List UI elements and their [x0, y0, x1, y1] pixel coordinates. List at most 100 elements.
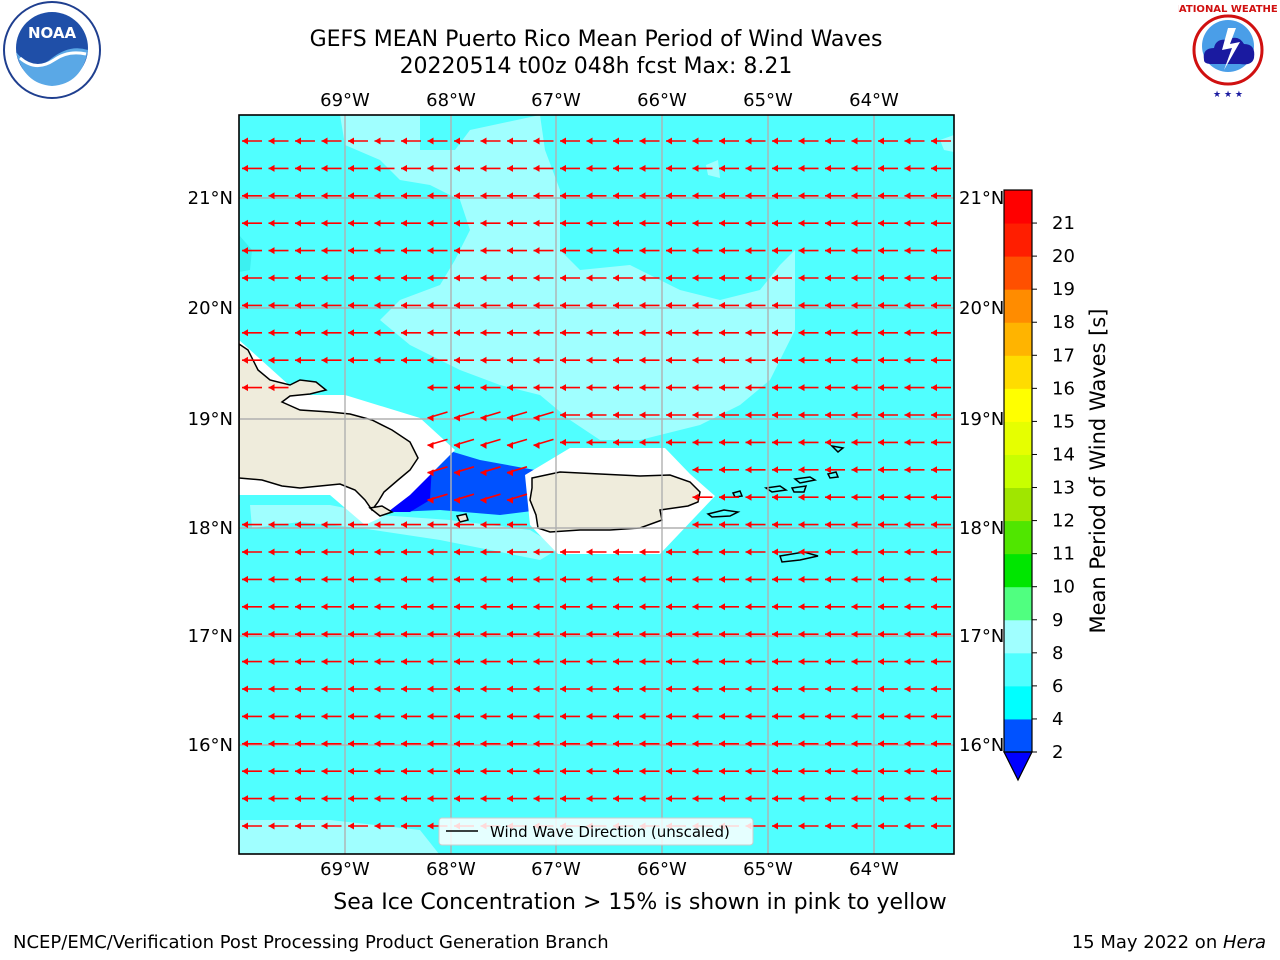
wind-wave-arrow-head [798, 685, 805, 693]
wind-wave-arrow-head [772, 384, 778, 392]
wind-wave-arrow-head [931, 466, 937, 474]
wind-wave-arrow-head [825, 685, 831, 693]
wind-wave-arrow-head [772, 466, 778, 474]
wind-wave-arrow-head [533, 685, 540, 693]
wind-wave-arrow-head [904, 795, 911, 803]
wind-wave-arrow-head [639, 575, 646, 583]
wind-wave-arrow-head [454, 219, 460, 227]
wind-wave-arrow-head [931, 164, 937, 172]
wind-wave-arrow-head [401, 548, 407, 556]
wind-wave-arrow-head [931, 329, 937, 337]
wind-wave-arrow-head [321, 795, 328, 803]
wind-wave-arrow-head [242, 164, 248, 172]
colorbar-tick-label: 8 [1052, 643, 1063, 664]
wind-wave-arrow-head [851, 438, 858, 446]
tortola-island [793, 476, 818, 484]
wind-wave-arrow-head [586, 329, 593, 337]
wind-wave-arrow-head [772, 630, 778, 638]
wind-wave-arrow-head [639, 658, 646, 666]
colorbar-tick-label: 13 [1052, 478, 1075, 499]
wind-wave-arrow-head [745, 521, 752, 529]
colorbar-title: Mean Period of Wind Waves [s] [1086, 309, 1110, 634]
wind-wave-arrow-head [427, 192, 434, 200]
wind-wave-arrow-head [613, 658, 619, 666]
wind-wave-arrow-head [798, 137, 805, 145]
wind-wave-arrow-head [374, 521, 381, 529]
wind-wave-arrow-head [268, 685, 275, 693]
wind-wave-arrow-head [772, 712, 778, 720]
wind-wave-arrow-head [772, 247, 778, 255]
wind-wave-arrow-head [242, 274, 248, 282]
wind-wave-arrow-head [427, 658, 434, 666]
wind-wave-arrow-head [268, 630, 275, 638]
wind-wave-arrow-head [401, 603, 407, 611]
wind-wave-arrow-head [904, 219, 911, 227]
sea-ice-note: Sea Ice Concentration > 15% is shown in … [333, 890, 947, 915]
wind-wave-arrow-head [348, 137, 354, 145]
wind-wave-arrow-head [454, 441, 460, 449]
wind-wave-arrow-head [507, 137, 513, 145]
wave-period-8-9s-east [940, 135, 954, 152]
lat-label-right: 20°N [959, 298, 1004, 319]
wind-wave-arrow-head [772, 603, 778, 611]
wind-wave-arrow-head [745, 466, 752, 474]
wind-wave-arrow-head [427, 469, 434, 477]
wind-wave-arrow-head [931, 301, 937, 309]
wind-wave-arrow-head [586, 137, 593, 145]
wind-wave-arrow-head [851, 411, 858, 419]
wind-wave-arrow-head [639, 603, 646, 611]
wind-wave-arrow-head [533, 247, 540, 255]
wind-wave-arrow-head [560, 164, 566, 172]
wind-wave-arrow-head [295, 521, 301, 529]
wind-wave-arrow-head [745, 192, 752, 200]
wind-wave-arrow-head [507, 329, 513, 337]
wind-wave-arrow-head [374, 247, 381, 255]
wind-wave-arrow-head [533, 219, 540, 227]
wind-wave-arrow-head [507, 247, 513, 255]
wind-wave-arrow-head [348, 164, 354, 172]
wind-wave-arrow-head [878, 685, 884, 693]
wind-wave-arrow-head [321, 685, 328, 693]
wind-wave-arrow-head [904, 301, 911, 309]
wind-wave-arrow-head [427, 219, 434, 227]
wind-wave-arrow-head [666, 164, 672, 172]
wind-wave-arrow-head [586, 767, 593, 775]
wind-wave-arrow-head [454, 356, 460, 364]
wind-wave-arrow-head [586, 192, 593, 200]
wind-wave-arrow-head [454, 496, 460, 504]
colorbar-tick-label: 2 [1052, 742, 1063, 763]
wind-wave-arrow-head [878, 740, 884, 748]
wind-wave-arrow-head [401, 658, 407, 666]
wind-wave-arrow-head [825, 630, 831, 638]
wind-wave-arrow-head [454, 795, 460, 803]
lat-label-right: 18°N [959, 518, 1004, 539]
wind-wave-arrow-head [878, 767, 884, 775]
wind-wave-arrow-head [613, 164, 619, 172]
wind-wave-arrow-head [586, 247, 593, 255]
wind-wave-arrow-head [666, 356, 672, 364]
wind-wave-arrow-head [268, 603, 275, 611]
wind-wave-arrow-head [745, 356, 752, 364]
wind-wave-arrow-head [560, 603, 566, 611]
wind-wave-arrow-head [692, 493, 699, 501]
wind-wave-arrow-head [878, 795, 884, 803]
wind-wave-arrow-head [719, 192, 725, 200]
wind-wave-arrow-head [427, 740, 434, 748]
wind-wave-arrow-head [507, 767, 513, 775]
wind-wave-arrow-head [798, 192, 805, 200]
wind-wave-arrow-head [242, 767, 248, 775]
wind-wave-arrow-head [825, 548, 831, 556]
wind-wave-arrow-head [613, 740, 619, 748]
wind-wave-arrow-head [560, 137, 566, 145]
wind-wave-arrow-head [427, 384, 434, 392]
wind-wave-arrow-head [613, 411, 619, 419]
colorbar-swatch [1004, 355, 1032, 389]
wind-wave-arrow-head [666, 438, 672, 446]
wind-wave-arrow-head [480, 274, 487, 282]
wind-wave-arrow-head [586, 685, 593, 693]
wind-wave-arrow-head [904, 329, 911, 337]
wind-wave-arrow-head [851, 493, 858, 501]
colorbar-swatch [1004, 586, 1032, 621]
wind-wave-arrow-head [772, 137, 778, 145]
wind-wave-arrow-head [931, 630, 937, 638]
